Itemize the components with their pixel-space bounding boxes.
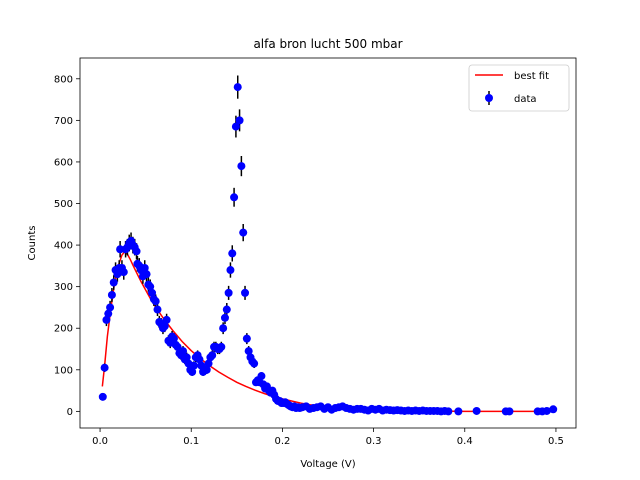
y-tick-label: 0 [67, 407, 73, 418]
data-point [104, 309, 113, 318]
data-point [233, 83, 242, 92]
data-point [454, 407, 463, 416]
y-axis-ticks: 0 100 200 300 400 500 600 700 800 [54, 74, 80, 418]
legend-box [468, 64, 570, 112]
data-point [119, 268, 128, 277]
data-point [542, 406, 551, 415]
data-point [148, 288, 157, 297]
data-point [444, 407, 453, 416]
legend-label-data: data [514, 94, 537, 105]
data-point [235, 116, 244, 125]
axes-frame [79, 57, 577, 429]
y-tick-label: 200 [54, 324, 73, 335]
data-point [204, 359, 213, 368]
data-point [153, 305, 162, 314]
y-tick-label: 800 [54, 74, 73, 85]
data-point [113, 270, 122, 279]
data-point [162, 315, 171, 324]
y-tick-label: 700 [54, 116, 73, 127]
data-point [151, 297, 160, 306]
data-point [224, 288, 233, 297]
x-tick-label: 0.3 [366, 436, 382, 447]
data-point [109, 278, 118, 287]
data-point [189, 361, 198, 370]
data-point [505, 407, 514, 416]
data-point [160, 322, 169, 331]
x-tick-label: 0.1 [183, 436, 199, 447]
data-point [182, 353, 191, 362]
data-point [257, 372, 266, 381]
data-point [202, 365, 211, 374]
data-point [195, 355, 204, 364]
x-tick-label: 0.4 [457, 436, 473, 447]
data-point [244, 347, 253, 356]
plot-area [80, 58, 576, 428]
data-point [116, 245, 125, 254]
y-tick-label: 500 [54, 199, 73, 210]
x-tick-label: 0.0 [92, 436, 108, 447]
points-layer [98, 83, 558, 416]
y-tick-label: 100 [54, 365, 73, 376]
data-point [242, 334, 251, 343]
data-point [231, 122, 240, 131]
y-tick-label: 400 [54, 241, 73, 252]
data-point [241, 288, 250, 297]
data-point [208, 351, 217, 360]
data-point [146, 282, 155, 291]
data-point [237, 162, 246, 171]
data-point [217, 342, 226, 351]
data-point [226, 266, 235, 275]
data-point [250, 359, 259, 368]
data-point [219, 324, 228, 333]
data-point [179, 347, 188, 356]
data-point [140, 263, 149, 272]
data-point [173, 342, 182, 351]
x-axis-label: Voltage (V) [300, 459, 355, 470]
data-point [222, 305, 231, 314]
data-point [142, 270, 151, 279]
data-point [107, 290, 116, 299]
x-tick-label: 0.2 [274, 436, 290, 447]
data-point [106, 303, 115, 312]
x-tick-label: 0.5 [548, 436, 564, 447]
y-tick-label: 600 [54, 157, 73, 168]
y-tick-label: 300 [54, 282, 73, 293]
data-point [230, 193, 239, 202]
legend-data-marker [485, 94, 493, 102]
legend: best fit data [468, 64, 570, 112]
legend-label-fit: best fit [514, 71, 549, 82]
chart-title: alfa bron lucht 500 mbar [253, 37, 402, 51]
data-point [188, 367, 197, 376]
data-point [549, 405, 558, 414]
data-point [228, 249, 237, 258]
data-point [100, 363, 109, 372]
data-point [169, 334, 178, 343]
data-point [239, 228, 248, 237]
data-point [132, 247, 141, 256]
data-point [102, 315, 111, 324]
data-point [220, 313, 229, 322]
y-axis-label: Counts [27, 226, 38, 261]
data-point [98, 392, 107, 401]
data-point [472, 406, 481, 415]
x-axis-ticks: 0.0 0.1 0.2 0.3 0.4 0.5 [92, 428, 564, 447]
